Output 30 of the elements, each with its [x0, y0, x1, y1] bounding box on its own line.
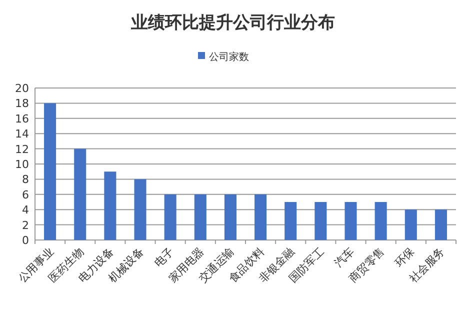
bar: [374, 202, 387, 240]
bar: [134, 179, 146, 240]
bar: [224, 194, 236, 240]
bar: [254, 194, 267, 240]
y-tick-label: 10: [15, 158, 29, 171]
y-tick-label: 8: [22, 173, 29, 186]
x-tick-label: 汽车: [332, 244, 357, 270]
bar: [164, 194, 176, 240]
bar: [344, 202, 357, 240]
bar: [404, 210, 417, 240]
bar: [284, 202, 297, 240]
legend-label: 公司家数: [209, 51, 249, 63]
bar: [434, 210, 447, 240]
bar: [44, 103, 56, 240]
y-tick-label: 6: [22, 188, 29, 202]
y-tick-label: 4: [22, 204, 29, 217]
x-tick-label: 电子: [152, 244, 176, 270]
x-tick-label: 环保: [392, 244, 418, 270]
y-tick-label: 14: [15, 128, 29, 141]
bar: [74, 148, 86, 240]
bar: [194, 194, 206, 240]
bar: [314, 202, 327, 240]
bar: [104, 172, 116, 240]
chart-title: 业绩环比提升公司行业分布: [130, 13, 335, 33]
y-tick-label: 20: [15, 82, 29, 95]
y-tick-label: 16: [15, 112, 29, 126]
y-tick-label: 18: [15, 97, 29, 110]
y-tick-label: 0: [22, 234, 29, 247]
y-tick-label: 2: [22, 218, 29, 232]
y-tick-label: 12: [15, 142, 29, 156]
